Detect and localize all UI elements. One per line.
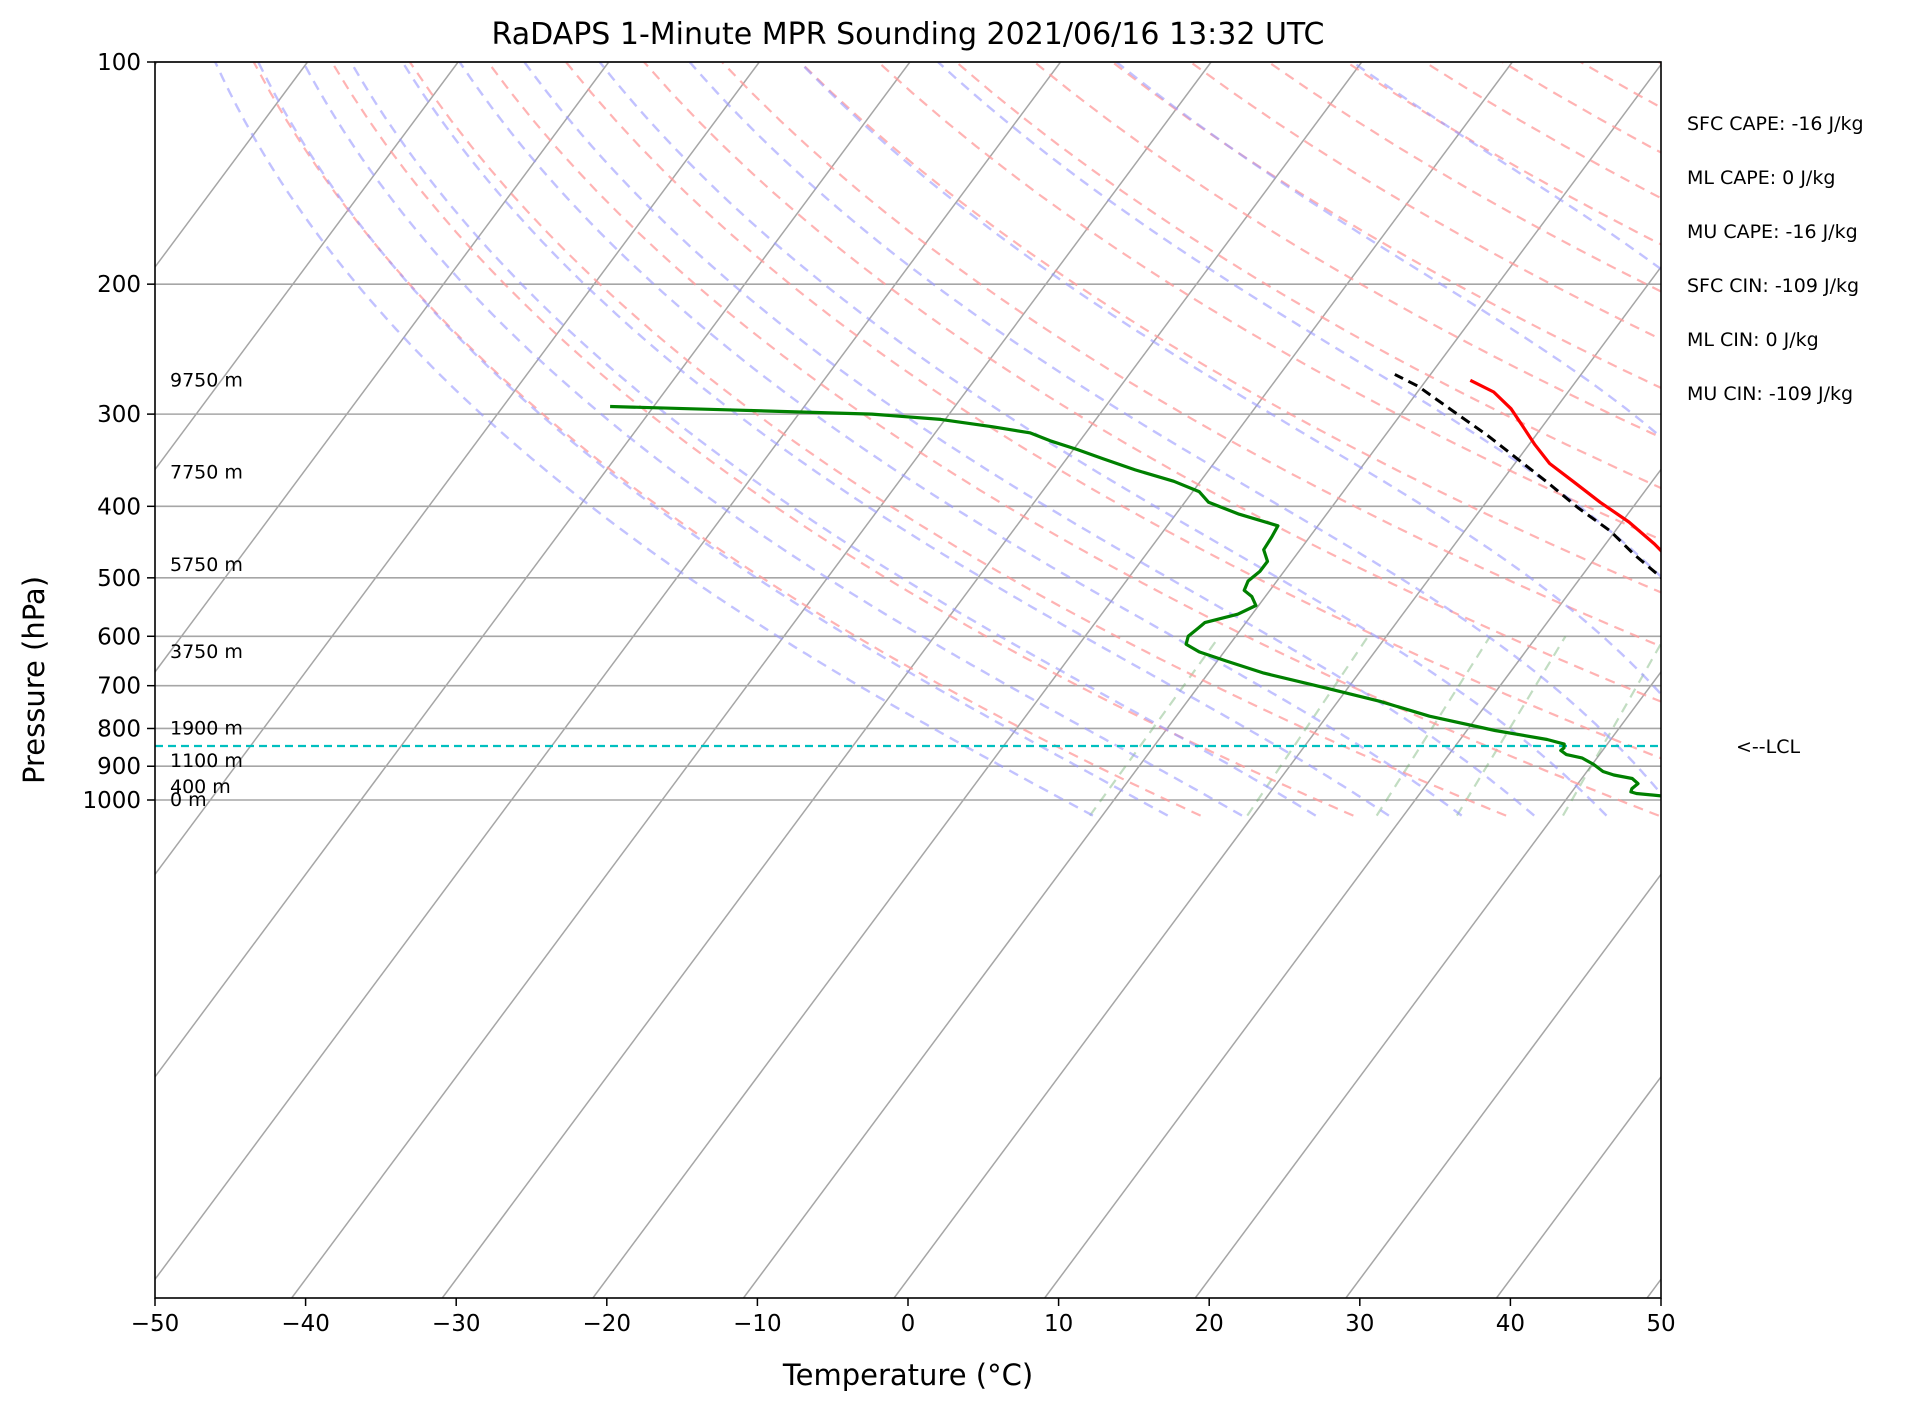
stability-index: ML CAPE: 0 J/kg [1687, 167, 1835, 189]
stability-indices: SFC CAPE: -16 J/kg ML CAPE: 0 J/kg MU CAPE… [1687, 113, 1864, 405]
y-tick-label: 1000 [82, 788, 141, 814]
x-tick-label: 20 [1195, 1311, 1224, 1337]
y-tick-label: 600 [97, 624, 141, 650]
isotherm-line [1345, 873, 1661, 1298]
dry-adiabat-line [330, 62, 1354, 817]
mixing-ratio-lines [1089, 635, 1661, 817]
isotherm-line [155, 62, 1062, 1281]
y-tick-label: 400 [97, 494, 141, 520]
moist-adiabat-lines [214, 62, 1661, 817]
x-tick-label: −20 [583, 1311, 632, 1337]
x-axis-ticks: −50 −40 −30 −20 −10 0 10 20 30 40 50 [131, 1298, 1676, 1337]
x-axis-label: Temperature (°C) [782, 1358, 1033, 1392]
reference-lines [155, 62, 1661, 1298]
height-label: 400 m [170, 776, 231, 798]
x-tick-label: 10 [1044, 1311, 1073, 1337]
x-tick-label: 50 [1646, 1311, 1675, 1337]
stability-index: MU CAPE: -16 J/kg [1687, 221, 1858, 243]
y-axis-label: Pressure (hPa) [17, 576, 51, 784]
dry-adiabat-line [721, 62, 1661, 648]
x-tick-label: −50 [131, 1311, 180, 1337]
dry-adiabat-line [1033, 62, 1661, 439]
sounding-series [610, 373, 1661, 798]
moist-adiabat-line [257, 62, 1169, 817]
parcel-profile [1394, 373, 1661, 580]
moist-adiabat-line [937, 62, 1661, 579]
moist-adiabat-line [798, 62, 1661, 696]
y-tick-label: 300 [97, 402, 141, 428]
moist-adiabat-line [1115, 62, 1661, 439]
x-tick-label: −10 [733, 1311, 782, 1337]
mixing-ratio-line [1455, 635, 1567, 817]
x-tick-label: 0 [901, 1311, 916, 1337]
mixing-ratio-line [1089, 635, 1221, 817]
mixing-ratio-line [1375, 635, 1492, 817]
height-label: 1100 m [170, 750, 243, 772]
moist-adiabat-line [214, 62, 1094, 817]
isotherm-line [155, 62, 760, 876]
dry-adiabat-line [955, 62, 1661, 490]
height-labels: 9750 m 7750 m 5750 m 3750 m 1900 m 1100 m 400 … [170, 369, 243, 811]
dry-adiabat-line [799, 62, 1661, 594]
stability-index: MU CIN: -109 J/kg [1687, 383, 1853, 405]
isotherm-line [155, 62, 459, 471]
x-tick-label: 30 [1345, 1311, 1374, 1337]
moist-adiabat-line [401, 62, 1390, 817]
moist-adiabat-line [688, 62, 1661, 796]
x-tick-label: 40 [1496, 1311, 1525, 1337]
isotherm-line [155, 62, 911, 1079]
y-tick-label: 100 [97, 50, 141, 76]
moist-adiabat-line [598, 62, 1608, 817]
chart-title: RaDAPS 1-Minute MPR Sounding 2021/06/16 … [492, 17, 1325, 52]
y-tick-label: 200 [97, 272, 141, 298]
lcl-label: <--LCL [1736, 736, 1800, 758]
x-tick-label: −30 [432, 1311, 481, 1337]
height-label: 3750 m [170, 641, 243, 663]
dry-adiabat-line [487, 62, 1660, 817]
isotherm-line [1194, 670, 1661, 1298]
y-tick-label: 900 [97, 754, 141, 780]
y-tick-label: 800 [97, 716, 141, 742]
isotherm-line [1495, 1075, 1661, 1298]
pressure-gridlines [155, 61, 1661, 801]
mixing-ratio-line [1562, 641, 1661, 817]
temperature-profile [1469, 378, 1661, 553]
height-label: 0 m [170, 789, 207, 811]
height-label: 1900 m [170, 717, 243, 739]
isotherm-line [592, 62, 1513, 1298]
dewpoint-profile [610, 404, 1661, 798]
dry-adiabat-lines [252, 62, 1661, 817]
moist-adiabat-line [349, 62, 1317, 817]
dry-adiabat-line [565, 62, 1661, 760]
y-tick-label: 500 [97, 566, 141, 592]
stability-index: ML CIN: 0 J/kg [1687, 329, 1819, 351]
moist-adiabat-line [458, 62, 1463, 817]
isotherm-line [155, 62, 610, 674]
stability-index: SFC CIN: -109 J/kg [1687, 275, 1859, 297]
moist-adiabat-line [302, 62, 1243, 817]
height-label: 7750 m [170, 462, 243, 484]
isotherm-line [1044, 468, 1661, 1298]
y-axis-ticks: 100 200 300 400 500 600 700 800 900 1000 [82, 50, 155, 814]
stability-index: SFC CAPE: -16 J/kg [1687, 113, 1864, 135]
y-tick-label: 700 [97, 674, 141, 700]
moist-adiabat-line [523, 62, 1535, 817]
height-label: 9750 m [170, 369, 243, 391]
dry-adiabat-line [1111, 62, 1661, 390]
x-tick-label: −40 [281, 1311, 330, 1337]
isotherm-line [291, 62, 1212, 1298]
height-label: 5750 m [170, 554, 243, 576]
dry-adiabat-line [252, 62, 1202, 817]
